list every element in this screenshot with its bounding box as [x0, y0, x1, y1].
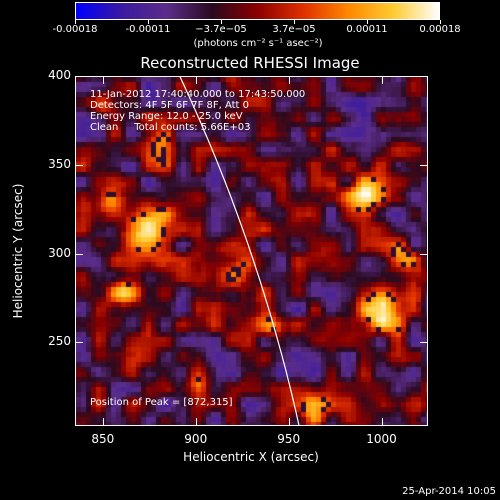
- x-tick-label: 900: [184, 432, 208, 446]
- colorbar: [75, 2, 440, 20]
- y-tick: [75, 253, 83, 255]
- peak-position-label: Position of Peak = [872,315]: [90, 397, 233, 408]
- x-axis-label: Heliocentric X (arcsec): [183, 450, 319, 464]
- x-tick: [288, 418, 290, 426]
- colorbar-tick-label: 3.7e−05: [272, 24, 316, 35]
- y-tick: [420, 253, 428, 255]
- x-tick: [195, 76, 197, 84]
- annotation-counts: Clean Total counts: 5.66E+03: [90, 122, 251, 133]
- annotation-time: 11-Jan-2012 17:40:40.000 to 17:43:50.000: [90, 89, 306, 100]
- colorbar-gradient: [76, 3, 439, 19]
- x-tick-label: 1000: [366, 432, 397, 446]
- x-tick-label: 950: [277, 432, 301, 446]
- colorbar-tick-label: 0.00018: [419, 24, 461, 35]
- y-tick-label: 250: [48, 334, 71, 349]
- colorbar-tick: [293, 20, 295, 24]
- x-tick: [381, 418, 383, 426]
- solar-limb-curve: [179, 77, 300, 425]
- plot-area: 11-Jan-2012 17:40:40.000 to 17:43:50.000…: [75, 76, 428, 426]
- y-axis-label: Heliocentric Y (arcsec): [11, 183, 25, 319]
- colorbar-tick: [147, 20, 149, 24]
- colorbar-tick-label: 0.00011: [346, 24, 388, 35]
- y-tick-label: 400: [48, 68, 71, 82]
- colorbar-tick: [366, 20, 368, 24]
- colorbar-tick: [74, 20, 76, 24]
- heatmap-image: [76, 77, 427, 425]
- limb-overlay: [179, 77, 300, 425]
- x-tick: [381, 76, 383, 84]
- y-tick: [75, 76, 83, 77]
- colorbar-unit: (photons cm⁻² s⁻¹ asec⁻²): [193, 38, 323, 49]
- colorbar-tick-label: −3.7e−05: [195, 24, 247, 35]
- x-tick: [102, 76, 104, 84]
- x-tick: [102, 418, 104, 426]
- x-tick: [288, 76, 290, 84]
- colorbar-tick-label: -0.00011: [125, 24, 171, 35]
- y-tick: [420, 342, 428, 344]
- annotation-detectors: Detectors: 4F 5F 6F 7F 8F, Att 0: [90, 100, 250, 111]
- colorbar-tick: [220, 20, 222, 24]
- y-tick: [75, 164, 83, 166]
- timestamp: 25-Apr-2014 10:05: [402, 486, 496, 497]
- y-tick: [420, 76, 428, 77]
- y-tick: [420, 164, 428, 166]
- chart-title: Reconstructed RHESSI Image: [140, 54, 360, 72]
- colorbar-tick-label: -0.00018: [52, 24, 98, 35]
- y-tick: [75, 342, 83, 344]
- x-tick: [195, 418, 197, 426]
- annotation-energy: Energy Range: 12.0 - 25.0 keV: [90, 111, 243, 122]
- colorbar-tick: [439, 20, 441, 24]
- x-tick-label: 850: [91, 432, 115, 446]
- y-tick-label: 300: [48, 245, 71, 260]
- y-tick-label: 350: [48, 156, 71, 171]
